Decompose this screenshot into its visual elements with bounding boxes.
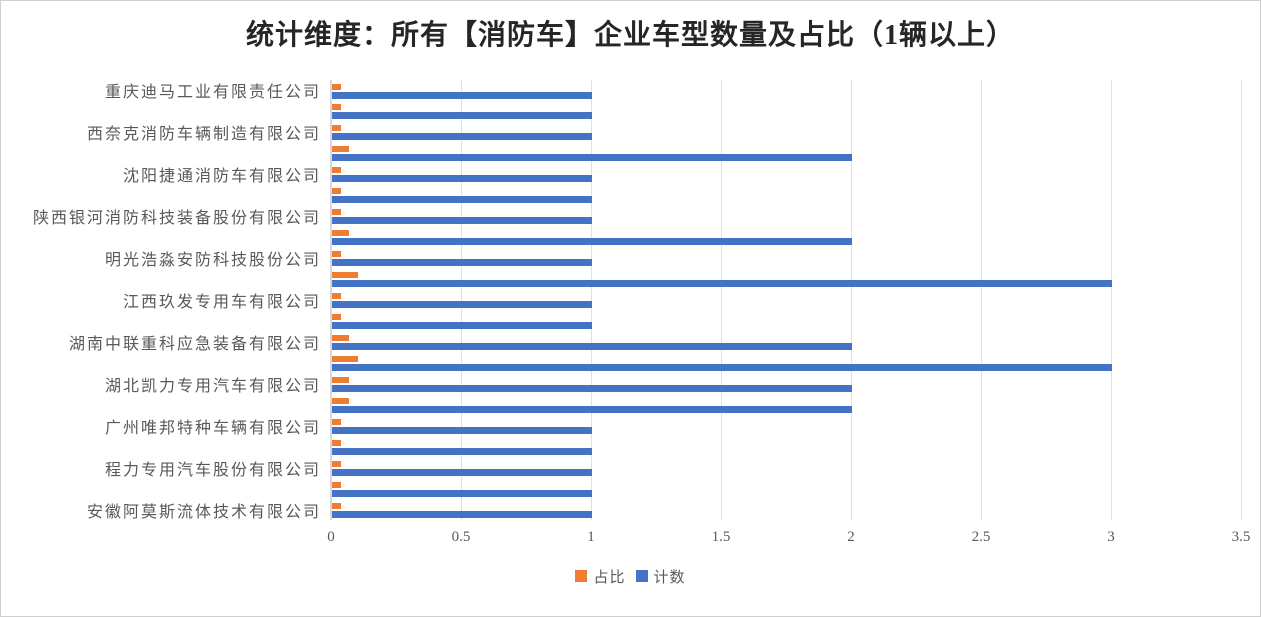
y-axis-label: 沈阳捷通消防车有限公司 — [122, 168, 321, 186]
bar-count — [332, 468, 592, 476]
bar-ratio — [332, 460, 341, 467]
bar-count — [332, 280, 1112, 288]
bar-ratio — [332, 481, 341, 488]
bar-ratio — [332, 104, 341, 111]
bar-ratio — [332, 167, 341, 174]
x-tick-label: 1.5 — [711, 529, 731, 545]
y-axis-label: 明光浩淼安防科技股份公司 — [104, 252, 321, 270]
x-tick-label: 0.5 — [451, 529, 471, 545]
y-axis-label: 陕西银河消防科技装备股份有限公司 — [32, 210, 321, 228]
gridline — [1111, 80, 1112, 520]
bar-count — [332, 154, 852, 162]
y-axis-label: 湖北凯力专用汽车有限公司 — [104, 377, 321, 395]
plot-area — [330, 80, 1242, 520]
bar-ratio — [332, 209, 341, 216]
bar-ratio — [332, 334, 350, 341]
bar-count — [332, 238, 852, 246]
bar-count — [332, 321, 592, 329]
gridline — [591, 80, 592, 520]
y-axis-label: 湖南中联重科应急装备有限公司 — [68, 335, 321, 353]
bar-count — [332, 217, 592, 225]
bar-ratio — [332, 125, 341, 132]
bar-ratio — [332, 439, 341, 446]
bar-count — [332, 489, 592, 497]
x-tick-label: 3 — [1107, 529, 1115, 545]
bar-count — [332, 175, 592, 183]
bar-ratio — [332, 272, 358, 279]
bar-count — [332, 510, 592, 518]
legend-label-ratio: 占比 — [593, 569, 626, 586]
bar-count — [332, 342, 852, 350]
gridline — [851, 80, 852, 520]
bar-ratio — [332, 188, 341, 195]
gridline — [721, 80, 722, 520]
bar-ratio — [332, 146, 350, 153]
legend: 占比 计数 — [1, 566, 1260, 587]
y-axis-label: 江西玖发专用车有限公司 — [122, 293, 321, 311]
x-tick-label: 3.5 — [1231, 529, 1251, 545]
bar-count — [332, 384, 852, 392]
legend-swatch-ratio-icon — [575, 570, 588, 582]
y-axis-label: 广州唯邦特种车辆有限公司 — [104, 419, 321, 437]
bar-ratio — [332, 355, 358, 362]
y-axis: 重庆迪马工业有限责任公司西奈克消防车辆制造有限公司沈阳捷通消防车有限公司陕西银河… — [1, 80, 321, 520]
gridline — [461, 80, 462, 520]
chart-title: 统计维度：所有【消防车】企业车型数量及占比（1辆以上） — [245, 20, 1015, 51]
bar-count — [332, 447, 592, 455]
bar-ratio — [332, 251, 341, 258]
bar-count — [332, 259, 592, 267]
bar-count — [332, 363, 1112, 371]
bar-count — [332, 405, 852, 413]
bar-count — [332, 133, 592, 141]
bar-count — [332, 301, 592, 309]
x-axis: 0 0.5 1 1.5 2 2.5 3 3.5 — [1, 529, 1260, 551]
legend-swatch-count-icon — [635, 570, 648, 582]
legend-item-ratio: 占比 — [575, 566, 625, 587]
bar-ratio — [332, 397, 350, 404]
x-tick-label: 2 — [847, 529, 855, 545]
bar-ratio — [332, 418, 341, 425]
gridline — [981, 80, 982, 520]
legend-item-count: 计数 — [635, 566, 686, 587]
bar-count — [332, 112, 592, 120]
x-tick-label: 0 — [327, 529, 335, 545]
y-axis-label: 程力专用汽车股份有限公司 — [104, 461, 321, 479]
legend-label-count: 计数 — [653, 569, 686, 586]
bar-count — [332, 91, 592, 99]
gridline — [1241, 80, 1242, 520]
bar-count — [332, 196, 592, 204]
bar-ratio — [332, 83, 341, 90]
bar-count — [332, 426, 592, 434]
y-axis-label: 西奈克消防车辆制造有限公司 — [86, 126, 321, 144]
x-tick-label: 2.5 — [971, 529, 991, 545]
y-axis-label: 重庆迪马工业有限责任公司 — [104, 84, 321, 102]
bar-ratio — [332, 230, 350, 237]
bar-ratio — [332, 313, 341, 320]
y-axis-label: 安徽阿莫斯流体技术有限公司 — [86, 503, 321, 521]
bar-ratio — [332, 502, 341, 509]
bar-ratio — [332, 376, 350, 383]
x-tick-label: 1 — [587, 529, 595, 545]
bar-ratio — [332, 293, 341, 300]
